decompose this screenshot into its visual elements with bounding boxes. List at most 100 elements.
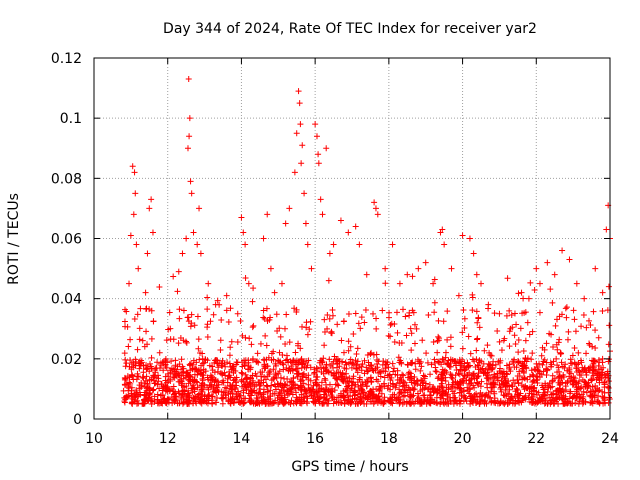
data-point-cloud	[191, 386, 198, 393]
data-point-cloud	[553, 388, 560, 395]
data-point-cloud	[362, 307, 369, 314]
data-point-cloud	[589, 376, 596, 383]
data-point-cloud	[411, 340, 418, 347]
data-point-cloud	[227, 390, 234, 397]
data-point-cloud	[224, 375, 231, 382]
data-point-cloud	[534, 366, 541, 373]
data-point-cloud	[277, 374, 284, 381]
data-point-cloud	[474, 380, 481, 387]
data-point-cloud	[324, 395, 331, 402]
data-point-cloud	[528, 356, 535, 363]
data-point-cloud	[332, 381, 339, 388]
data-point-cloud	[360, 391, 367, 398]
data-point-cloud	[473, 347, 480, 354]
data-point	[323, 145, 330, 152]
data-point	[592, 265, 599, 272]
data-point-cloud	[188, 360, 195, 367]
data-point-cloud	[348, 399, 355, 406]
data-point-cloud	[397, 389, 404, 396]
data-point-cloud	[242, 334, 249, 341]
data-point-cloud	[491, 399, 498, 406]
data-point-cloud	[550, 344, 557, 351]
data-point	[422, 259, 429, 266]
data-point-cloud	[439, 356, 446, 363]
data-point-cloud	[402, 313, 409, 320]
data-point-cloud	[496, 338, 503, 345]
data-point-cloud	[528, 399, 535, 406]
data-point-cloud	[407, 370, 414, 377]
data-point-cloud	[409, 273, 416, 280]
data-point-cloud	[258, 394, 265, 401]
data-point-cloud	[334, 360, 341, 367]
data-point-cloud	[232, 384, 239, 391]
data-point-cloud	[440, 399, 447, 406]
data-point-cloud	[452, 372, 459, 379]
data-point-cloud	[326, 315, 333, 322]
data-point-cloud	[578, 359, 585, 366]
data-point-cloud	[174, 288, 181, 295]
data-point-cloud	[156, 385, 163, 392]
data-point-cloud	[430, 339, 437, 346]
data-point-cloud	[469, 371, 476, 378]
data-point-cloud	[339, 370, 346, 377]
data-point-cloud	[433, 368, 440, 375]
data-point-cloud	[151, 398, 158, 405]
data-point	[551, 271, 558, 278]
data-point-cloud	[322, 386, 329, 393]
data-point-cloud	[442, 349, 449, 356]
data-point-cloud	[589, 383, 596, 390]
data-point-cloud	[499, 380, 506, 387]
data-point-cloud	[438, 380, 445, 387]
data-point	[291, 169, 298, 176]
x-tick-label: 24	[601, 431, 619, 447]
data-point-cloud	[575, 367, 582, 374]
data-point-cloud	[219, 357, 226, 364]
data-point-cloud	[328, 329, 335, 336]
data-point-cloud	[411, 321, 418, 328]
data-point-cloud	[273, 386, 280, 393]
data-point-cloud	[363, 376, 370, 383]
data-point-cloud	[176, 400, 183, 407]
data-point	[363, 271, 370, 278]
data-point-cloud	[479, 365, 486, 372]
data-point-cloud	[357, 382, 364, 389]
data-point-cloud	[478, 378, 485, 385]
data-point	[298, 160, 305, 167]
data-point-cloud	[456, 356, 463, 363]
data-point-cloud	[136, 382, 143, 389]
data-point-cloud	[595, 393, 602, 400]
data-point-cloud	[556, 395, 563, 402]
data-point-cloud	[204, 374, 211, 381]
data-point-cloud	[456, 400, 463, 407]
data-point-cloud	[588, 377, 595, 384]
data-point	[544, 259, 551, 266]
data-point-cloud	[534, 379, 541, 386]
data-point-cloud	[539, 391, 546, 398]
data-point-cloud	[503, 312, 510, 319]
data-point-cloud	[217, 337, 224, 344]
data-point	[149, 229, 156, 236]
data-point	[599, 289, 606, 296]
data-point-cloud	[320, 365, 327, 372]
data-point-cloud	[575, 349, 582, 356]
data-point-cloud	[571, 345, 578, 352]
data-point-cloud	[196, 396, 203, 403]
data-point-cloud	[121, 318, 128, 325]
y-tick-label: 0.12	[51, 51, 82, 67]
data-point-cloud	[513, 321, 520, 328]
data-point-cloud	[209, 363, 216, 370]
data-point-cloud	[567, 370, 574, 377]
data-point-cloud	[310, 398, 317, 405]
data-point-cloud	[601, 379, 608, 386]
data-point	[194, 241, 201, 248]
data-point-cloud	[258, 380, 265, 387]
data-point-cloud	[519, 376, 526, 383]
data-point-cloud	[163, 337, 170, 344]
data-point-cloud	[474, 362, 481, 369]
data-point-cloud	[281, 325, 288, 332]
data-point-cloud	[582, 379, 589, 386]
data-point-cloud	[451, 397, 458, 404]
data-point-cloud	[566, 388, 573, 395]
data-point-cloud	[215, 388, 222, 395]
data-point-cloud	[271, 381, 278, 388]
